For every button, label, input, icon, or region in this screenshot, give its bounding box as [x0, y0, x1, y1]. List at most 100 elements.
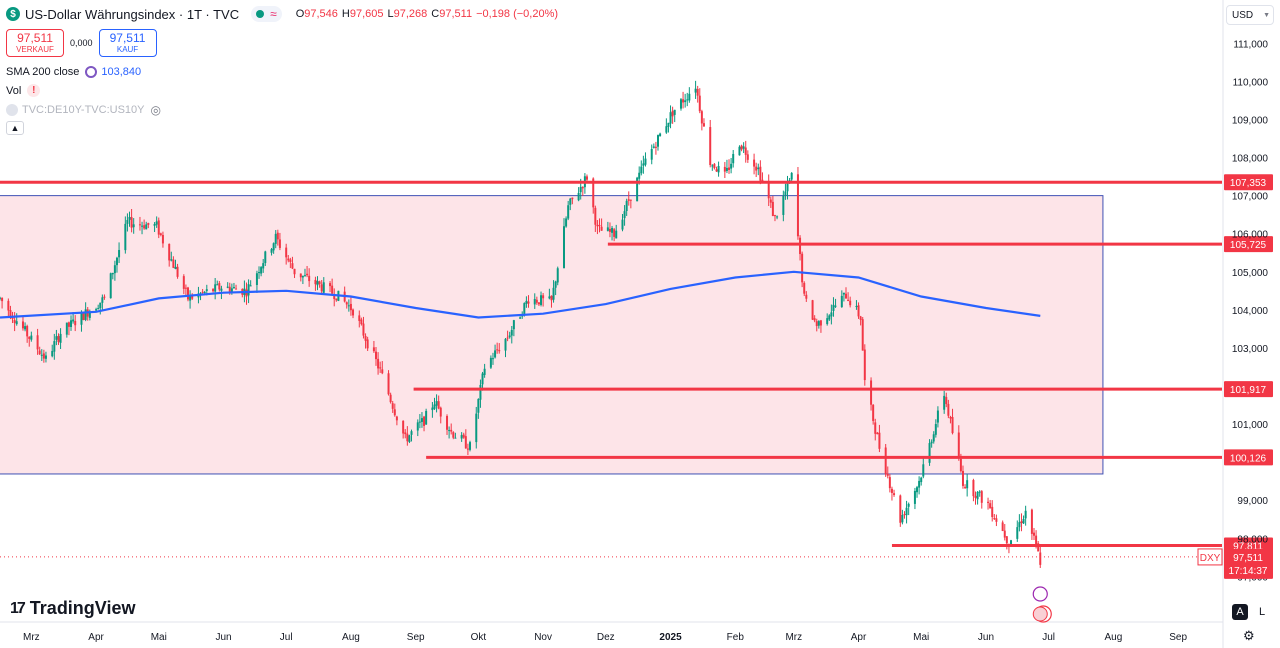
candle-body	[450, 429, 453, 432]
candle-body	[845, 293, 847, 299]
candle-body	[1030, 509, 1033, 534]
candle-body	[316, 280, 319, 286]
candle-body	[759, 166, 762, 181]
sma-200-line[interactable]	[0, 270, 1041, 319]
candle-body	[936, 410, 939, 423]
ohlc-open: O97,546	[295, 8, 338, 20]
candle-body	[805, 294, 808, 299]
candle-body	[698, 95, 701, 112]
ohlc-change: −0,198 (−0,20%)	[476, 8, 559, 20]
candle-body	[1033, 532, 1035, 536]
candle-body	[826, 318, 829, 325]
x-tick-label: Sep	[407, 632, 425, 643]
symbol-title[interactable]: US-Dollar Währungsindex · 1T · TVC	[25, 6, 240, 22]
candle-body	[80, 312, 83, 325]
candle-body	[713, 163, 716, 169]
candle-body	[128, 216, 131, 220]
candle-body	[57, 336, 60, 342]
buy-price: 97,511	[109, 30, 146, 45]
candle-body	[28, 336, 31, 339]
sell-button[interactable]: 97,511 VERKAUF	[6, 29, 64, 57]
candle-body	[709, 127, 712, 166]
candle-body	[42, 353, 45, 359]
candle-body	[425, 410, 428, 425]
ohlc-close: C97,511	[431, 8, 473, 20]
currency-label: USD	[1232, 9, 1254, 21]
symbol-tag: DXY	[1200, 553, 1221, 564]
candle-body	[335, 298, 338, 301]
candle-body	[682, 99, 685, 103]
candle-body	[550, 295, 553, 301]
candle-body	[220, 288, 223, 291]
candle-body	[264, 251, 267, 264]
range-rectangle[interactable]	[0, 195, 1104, 475]
candle-body	[364, 335, 367, 341]
buy-button[interactable]: 97,511 KAUF	[98, 29, 157, 57]
candle-body	[30, 335, 33, 340]
volume-indicator-row[interactable]: Vol !	[6, 81, 558, 100]
candle-body	[55, 336, 58, 340]
candle-body	[402, 420, 405, 434]
candle-body	[375, 351, 377, 360]
candle-body	[861, 319, 864, 351]
candle-body	[700, 111, 703, 124]
candle-body	[884, 447, 887, 475]
x-tick-label: Aug	[1104, 632, 1122, 643]
candle-body	[638, 172, 641, 179]
auto-scale-button[interactable]: A	[1232, 604, 1248, 620]
candle-body	[636, 177, 639, 202]
x-tick-label: Mrz	[23, 632, 40, 643]
x-tick-label: Feb	[727, 632, 745, 643]
candle-body	[974, 495, 977, 498]
x-tick-label: Okt	[471, 632, 487, 643]
collapse-legend-button[interactable]: ▲	[6, 121, 24, 135]
y-tick-label: 98,000	[1237, 534, 1268, 545]
candle-body	[608, 228, 611, 232]
market-status[interactable]: ≈	[251, 6, 282, 22]
sma-indicator-row[interactable]: SMA 200 close 103,840	[6, 62, 558, 81]
event-us-flag-front-icon[interactable]	[1032, 606, 1048, 622]
candle-body	[40, 354, 43, 356]
candle-body	[840, 295, 843, 308]
log-scale-button[interactable]: L	[1258, 606, 1266, 618]
compare-indicator-row[interactable]: TVC:DE10Y-TVC:US10Y ◎	[6, 100, 558, 119]
tradingview-logo[interactable]: 17 TradingView	[10, 598, 136, 619]
x-tick-label: Sep	[1169, 632, 1187, 643]
candle-body	[577, 192, 580, 201]
candle-body	[554, 281, 557, 288]
candle-body	[145, 224, 148, 230]
level-price-label: 100,126	[1230, 453, 1267, 464]
candle-body	[74, 321, 77, 326]
candle-body	[949, 416, 952, 419]
x-tick-label: Jul	[1042, 632, 1055, 643]
candle-body	[13, 319, 16, 323]
x-tick-label: Jun	[215, 632, 231, 643]
candle-body	[506, 337, 509, 339]
candle-body	[916, 487, 919, 493]
candle-body	[103, 296, 106, 298]
candle-body	[24, 326, 27, 330]
candle-body	[600, 226, 603, 231]
candle-body	[481, 373, 484, 385]
ohlc-high: H97,605	[341, 8, 384, 20]
loop-icon[interactable]	[85, 65, 98, 78]
gear-icon[interactable]: ⚙	[1243, 628, 1255, 643]
y-tick-label: 101,000	[1232, 420, 1269, 431]
candle-body	[393, 409, 396, 416]
currency-selector[interactable]: USD ▼	[1226, 5, 1274, 25]
candle-body	[510, 329, 513, 336]
candle-body	[226, 286, 229, 288]
candle-body	[893, 493, 896, 495]
eye-hidden-icon[interactable]: ◎	[150, 102, 161, 117]
candle-body	[519, 317, 522, 319]
candle-body	[611, 227, 614, 233]
event-lightning-icon[interactable]	[1032, 586, 1048, 602]
candle-body	[945, 397, 948, 405]
candle-body	[640, 166, 643, 174]
candle-body	[479, 384, 482, 400]
candle-body	[247, 284, 250, 296]
warning-icon[interactable]: !	[27, 84, 41, 97]
candle-body	[274, 233, 277, 244]
candle-body	[143, 225, 146, 229]
